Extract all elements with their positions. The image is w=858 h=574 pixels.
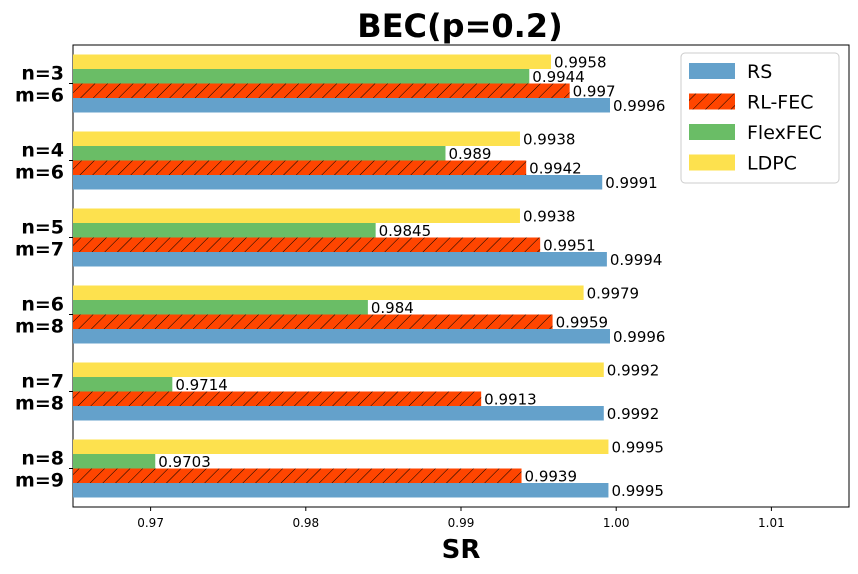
data-label: 0.9938 [523, 207, 576, 225]
bar-flexfec-0 [73, 69, 530, 84]
legend-swatch-ldpc [689, 154, 735, 171]
data-label: 0.9991 [605, 174, 658, 192]
data-label: 0.9714 [175, 376, 228, 394]
bar-flexfec-5 [73, 454, 156, 469]
bar-ldpc-5 [73, 439, 609, 454]
legend-label: RS [747, 61, 772, 83]
x-axis-label: SR [442, 535, 481, 565]
data-label: 0.9944 [532, 68, 585, 86]
y-tick-label: n=7 [21, 371, 64, 393]
chart-title: BEC(p=0.2) [357, 7, 562, 45]
x-axis: 0.97 0.98 0.99 1.00 1.01 [137, 507, 785, 530]
y-tick-label: m=6 [15, 85, 64, 107]
plot-area: 0.99960.9970.99440.99580.99910.99420.989… [72, 44, 850, 508]
data-label: 0.9996 [613, 328, 666, 346]
data-label: 0.9942 [529, 159, 582, 177]
bar-rs-1 [73, 175, 603, 190]
data-label: 0.9995 [611, 438, 664, 456]
y-tick-label: m=8 [15, 316, 64, 338]
y-tick-label: n=8 [21, 448, 64, 470]
y-tick-label: n=6 [21, 294, 64, 316]
data-label: 0.989 [448, 145, 491, 163]
bar-ldpc-1 [73, 131, 520, 146]
bar-rs-4 [73, 406, 604, 421]
data-label: 0.997 [573, 82, 616, 100]
data-label: 0.9951 [543, 236, 596, 254]
bar-ldpc-0 [73, 54, 552, 69]
data-label: 0.9958 [554, 53, 607, 71]
data-label: 0.9995 [611, 482, 664, 500]
bar-ldpc-2 [73, 208, 520, 223]
x-tick-label: 0.99 [448, 516, 475, 530]
bar-rs-2 [73, 252, 607, 267]
bar-hatch-1 [73, 160, 527, 175]
x-tick-label: 0.97 [137, 516, 164, 530]
legend-box [680, 52, 840, 184]
legend-swatch-flexfec [689, 124, 735, 140]
x-tick-label: 1.00 [603, 516, 630, 530]
bar-rs-0 [73, 98, 610, 113]
y-tick-label: m=7 [15, 239, 64, 261]
data-label: 0.9845 [379, 222, 432, 240]
data-label: 0.9996 [613, 97, 666, 115]
legend-swatch-rs [689, 63, 735, 79]
bar-flexfec-1 [73, 146, 446, 161]
data-label: 0.9979 [587, 284, 640, 302]
data-label: 0.984 [371, 299, 414, 317]
bar-flexfec-4 [73, 377, 173, 392]
data-label: 0.9994 [610, 251, 663, 269]
y-tick-label: n=3 [21, 63, 64, 85]
data-label: 0.9938 [523, 130, 576, 148]
y-axis: n=3m=6n=4m=6n=5m=7n=6m=8n=7m=8n=8m=9 [15, 63, 73, 492]
legend-swatch-hatch [689, 93, 735, 110]
y-tick-label: n=5 [21, 217, 64, 239]
data-label: 0.9939 [525, 467, 578, 485]
bar-rs-5 [73, 483, 609, 498]
legend-label: RL-FEC [747, 92, 814, 114]
bar-ldpc-4 [73, 362, 604, 377]
bar-hatch-4 [73, 391, 482, 406]
bar-hatch-3 [73, 314, 553, 329]
bar-flexfec-3 [73, 300, 368, 315]
bar-ldpc-3 [73, 285, 584, 300]
bar-hatch-5 [73, 468, 522, 483]
data-label: 0.9703 [158, 453, 211, 471]
y-tick-label: n=4 [21, 140, 64, 162]
bar-hatch-2 [73, 237, 541, 252]
y-tick-label: m=9 [15, 470, 64, 492]
y-tick-label: m=6 [15, 162, 64, 184]
data-label: 0.9992 [607, 361, 660, 379]
legend-label: LDPC [747, 153, 797, 175]
data-label: 0.9959 [556, 313, 609, 331]
bar-hatch-0 [73, 83, 570, 98]
bar-rs-3 [73, 329, 610, 344]
bar-flexfec-2 [73, 223, 376, 238]
x-tick-label: 0.98 [292, 516, 319, 530]
x-tick-label: 1.01 [758, 516, 785, 530]
legend: RS RL-FEC FlexFEC LDPC [680, 52, 840, 184]
legend-label: FlexFEC [747, 122, 822, 144]
data-label: 0.9992 [607, 405, 660, 423]
y-tick-label: m=8 [15, 393, 64, 415]
data-label: 0.9913 [484, 390, 537, 408]
